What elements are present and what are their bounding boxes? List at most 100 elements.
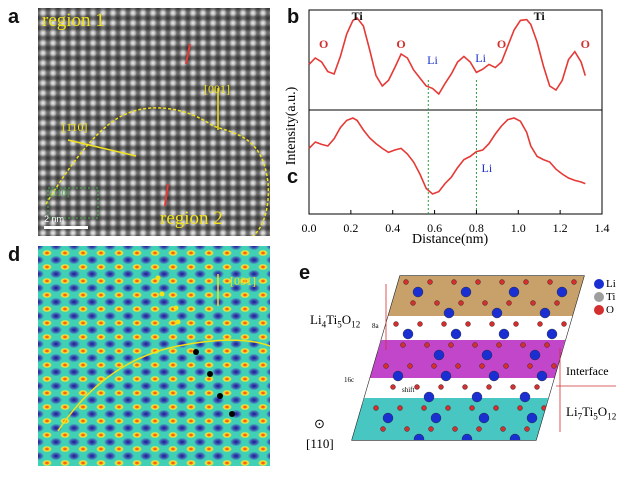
oxygen-atom [383, 363, 389, 369]
peak-labels: O Ti O Li Li O Ti O Li [319, 9, 590, 175]
oxygen-atom [489, 321, 495, 327]
oxygen-atom [476, 426, 482, 432]
hrtem-image: region 1 region 2 [001] [1̄10] [110] 2 n… [38, 8, 270, 236]
lithium-atom [433, 349, 445, 361]
legend-li: Li [606, 277, 616, 290]
lithium-atom [443, 307, 455, 319]
lithium-atom [577, 349, 584, 361]
oxygen-atom [520, 342, 526, 348]
yellow-dot [173, 305, 179, 311]
peak-label: Li [475, 51, 486, 65]
oxygen-atom [493, 405, 499, 411]
lithium-atom [460, 286, 472, 298]
oxygen-atom [434, 300, 440, 306]
oxygen-atom [499, 279, 505, 285]
oxygen-atom [400, 342, 406, 348]
oxygen-atom [544, 342, 550, 348]
lithium-atom [491, 307, 503, 319]
oxygen-atom [513, 321, 519, 327]
oxygen-atom [390, 384, 396, 390]
scale-bar-label: 2 nm [44, 214, 65, 224]
lithium-atom [536, 370, 548, 382]
lithium-atom [508, 286, 520, 298]
lithium-atom [478, 412, 490, 424]
zone-axis-label: [110] [306, 436, 334, 451]
x-tick-label: 0.2 [343, 221, 358, 235]
lithium-atom [498, 328, 510, 340]
oxygen-atom [548, 426, 554, 432]
x-axis-label: Distance(nm) [412, 232, 489, 247]
oxygen-atom [506, 300, 512, 306]
legend-o: O [606, 303, 614, 316]
dir-1bar10-label: [1̄10] [62, 120, 88, 134]
oxygen-atom [407, 363, 413, 369]
oxygen-atom [517, 405, 523, 411]
oxygen-atom [393, 321, 399, 327]
oxygen-atom [554, 300, 560, 306]
red-marker-bottom [164, 183, 169, 207]
lithium-atom [526, 412, 538, 424]
crystal-structure [351, 275, 616, 441]
peak-label: O [497, 37, 506, 51]
lithium-atom [556, 286, 568, 298]
oxygen-atom [431, 363, 437, 369]
yellow-dot [155, 275, 161, 281]
oxygen-atom [568, 342, 574, 348]
lithium-atom [481, 349, 493, 361]
oxygen-atom [503, 363, 509, 369]
oxygen-atom [380, 426, 386, 432]
plot-c [308, 117, 586, 195]
dir-110-label: [110] [50, 188, 70, 198]
oxygen-atom [438, 384, 444, 390]
oxygen-atom [469, 405, 475, 411]
oxygen-atom [445, 405, 451, 411]
x-tick-label: 0.8 [469, 221, 484, 235]
x-tick-label: 0.0 [302, 221, 317, 235]
oxygen-atom [475, 279, 481, 285]
ti-legend-icon [594, 291, 604, 302]
peak-label: O [319, 37, 328, 51]
oxygen-atom [451, 279, 457, 285]
oxygen-atom [571, 279, 577, 285]
lithium-atom [595, 329, 605, 339]
oxygen-atom [403, 279, 409, 285]
interface-label: Interface [566, 364, 609, 378]
lithium-atom [529, 349, 541, 361]
phase-label-top: Li4Ti5O12 [310, 312, 361, 330]
atom-legend: Li Ti O [594, 277, 616, 316]
lithium-atom [402, 328, 414, 340]
zone-axis-symbol: ⊙ [314, 416, 325, 431]
contour-boundary [57, 339, 270, 432]
lithium-atom [392, 370, 404, 382]
oxygen-atom [510, 384, 516, 390]
oxygen-atom [441, 321, 447, 327]
guide-lines [427, 80, 477, 214]
oxygen-atom [593, 343, 598, 348]
y-axis-label: Intensity(a.u.) [284, 86, 299, 166]
oxygen-atom [427, 279, 433, 285]
oxygen-atom [523, 279, 529, 285]
profile-curve-b [308, 16, 587, 96]
panel-letter-e: e [299, 262, 311, 284]
line-profile-plots: 0.0 0.2 0.4 0.6 0.8 1.0 1.2 1.4 O Ti O Li Li O Ti O Li [302, 9, 610, 235]
oxygen-atom [582, 384, 584, 390]
x-tick-label: 0.6 [427, 221, 442, 235]
red-marker-top [185, 43, 191, 65]
lithium-atom [557, 433, 569, 440]
lithium-atom [450, 328, 462, 340]
oxygen-atom [551, 363, 557, 369]
oxygen-atom [486, 384, 492, 390]
oxygen-atom [534, 384, 540, 390]
region1-label: region 1 [42, 10, 105, 31]
lithium-atom [440, 370, 452, 382]
x-tick-label: 1.0 [511, 221, 526, 235]
oxygen-atom [397, 405, 403, 411]
oxygen-atom [524, 426, 530, 432]
arrow-110 [67, 139, 137, 157]
peak-label: O [396, 37, 405, 51]
oxygen-atom [417, 321, 423, 327]
oxygen-atom [586, 322, 591, 327]
oxygen-atom [561, 321, 567, 327]
site-16c-label: 16c [344, 376, 355, 384]
oxygen-atom [414, 384, 420, 390]
